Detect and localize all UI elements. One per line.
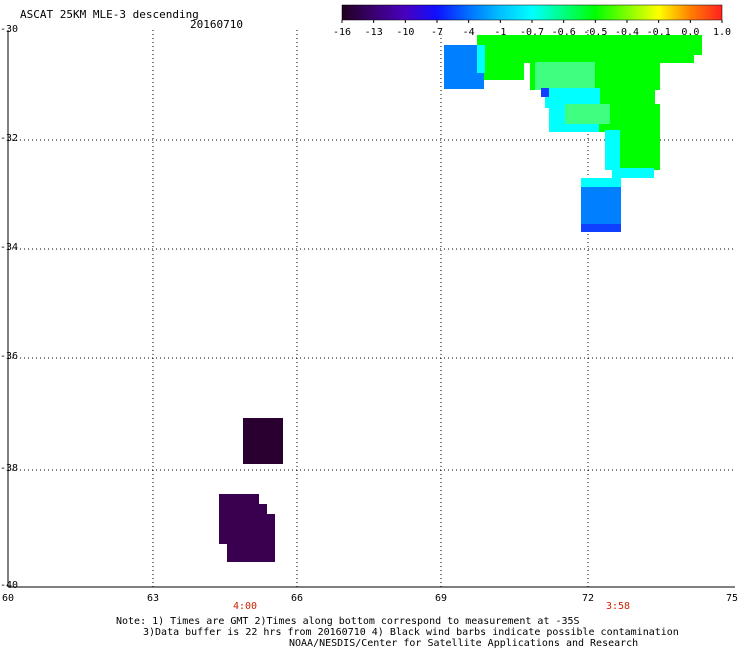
swath-cell xyxy=(484,62,524,80)
y-label-30: -30 xyxy=(0,24,19,35)
y-label-40: -40 xyxy=(0,580,19,591)
swath-cell xyxy=(545,88,600,108)
swath-southwest xyxy=(219,418,283,562)
swath-cell xyxy=(243,418,283,464)
colorbar-label: -1 xyxy=(494,27,507,38)
swath-cell xyxy=(477,35,702,55)
x-label-60: 60 xyxy=(2,593,15,604)
note-line-2: 3)Data buffer is 22 hrs from 20160710 4)… xyxy=(143,627,679,638)
colorbar-label: 0.0 xyxy=(681,27,700,38)
swath-cell xyxy=(227,514,275,562)
y-label-32: -32 xyxy=(0,133,19,144)
swath-cell xyxy=(581,187,621,224)
colorbar-label: -7 xyxy=(431,27,444,38)
swath-cell xyxy=(612,168,654,178)
swath-cell xyxy=(565,104,610,124)
x-label-72: 72 xyxy=(582,593,595,604)
colorbar xyxy=(341,4,723,23)
colorbar-label: -16 xyxy=(333,27,352,38)
swath-northeast xyxy=(444,35,702,232)
colorbar-label: -0.5 xyxy=(583,27,608,38)
note-line-1: Note: 1) Times are GMT 2)Times along bot… xyxy=(116,616,580,627)
x-label-63: 63 xyxy=(147,593,160,604)
map-date: 20160710 xyxy=(190,18,243,31)
colorbar-gradient xyxy=(341,4,723,21)
x-label-69: 69 xyxy=(435,593,448,604)
swath-cell xyxy=(535,62,595,90)
plot-frame xyxy=(7,30,735,588)
map-title: ASCAT 25KM MLE-3 descending xyxy=(20,8,199,21)
y-label-38: -38 xyxy=(0,463,19,474)
x-label-66: 66 xyxy=(291,593,304,604)
colorbar-label: -0.1 xyxy=(646,27,671,38)
x-label-75: 75 xyxy=(726,593,739,604)
colorbar-label: -0.6 xyxy=(551,27,576,38)
note-line-3: NOAA/NESDIS/Center for Satellite Applica… xyxy=(289,638,639,649)
swath-cell xyxy=(484,53,694,63)
colorbar-label: -0.7 xyxy=(520,27,545,38)
swath-cell xyxy=(605,130,620,170)
swath-cell xyxy=(541,88,549,97)
y-label-36: -36 xyxy=(0,351,19,362)
swath-cell xyxy=(477,45,485,73)
time-label-left: 4:00 xyxy=(233,601,258,612)
time-label-right: 3:58 xyxy=(606,601,631,612)
y-label-34: -34 xyxy=(0,242,19,253)
colorbar-label: -0.4 xyxy=(615,27,640,38)
colorbar-label: 1.0 xyxy=(713,27,732,38)
colorbar-label: -13 xyxy=(364,27,383,38)
swath-cell xyxy=(581,178,621,188)
colorbar-label: -10 xyxy=(396,27,415,38)
swath-cell xyxy=(581,224,621,232)
colorbar-label: -4 xyxy=(462,27,475,38)
